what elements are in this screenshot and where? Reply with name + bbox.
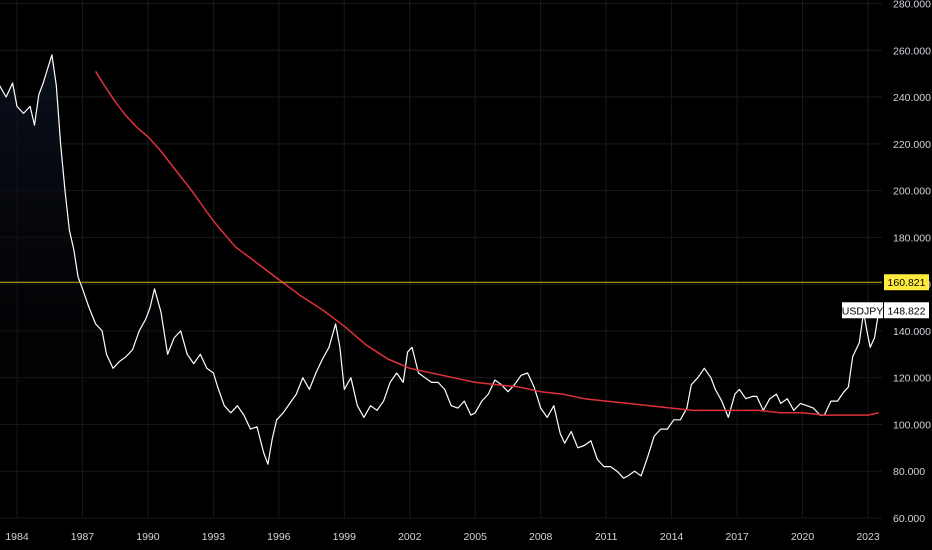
x-axis: 1984 1987 1990 1993 1996 1999 2002 2005 2008 2011… [5,531,880,543]
price-area-fill [0,54,879,518]
x-tick-label: 2017 [725,531,749,543]
x-tick-label: 2014 [660,531,684,543]
horizontal-level-label: 160.821 [888,277,926,289]
price-area [0,54,879,518]
y-tick-label: 180.000 [893,232,931,244]
price-line [0,54,880,479]
x-tick-label: 1987 [71,531,95,543]
x-tick-label: 1993 [202,531,226,543]
x-tick-label: 1990 [136,531,160,543]
last-price-tag [884,302,929,319]
y-tick-label: 100.000 [893,419,931,431]
y-tick-label: 260.000 [893,45,931,57]
y-tick-label: 80.000 [893,466,925,478]
y-tick-label: 140.000 [893,326,931,338]
moving-average-line [94,70,880,416]
x-tick-label: 2020 [791,531,815,543]
y-tick-label: 280.000 [893,0,931,11]
x-tick-label: 1984 [5,531,29,543]
x-tick-label: 2008 [529,531,553,543]
x-tick-label: 2023 [856,531,880,543]
x-tick-label: 2005 [464,531,488,543]
y-tick-label: 200.000 [893,186,931,198]
symbol-label: USDJPY [842,305,883,317]
symbol-tag [842,302,883,319]
horizontal-level-tag [884,274,929,291]
y-tick-label: 220.000 [893,139,931,151]
x-tick-label: 1996 [267,531,291,543]
series-lines [0,54,880,479]
y-tick-label: 120.000 [893,373,931,385]
y-tick-label: 60.000 [893,513,925,525]
x-tick-label: 1999 [333,531,357,543]
x-tick-label: 2011 [595,531,618,543]
last-price-label: 148.822 [888,305,926,317]
price-tags: 160.821 USDJPY 148.822 [842,274,929,319]
y-tick-label: 240.000 [893,92,931,104]
y-axis: 60.00080.000100.000120.000140.000160.000… [893,0,931,525]
x-tick-label: 2002 [398,531,422,543]
